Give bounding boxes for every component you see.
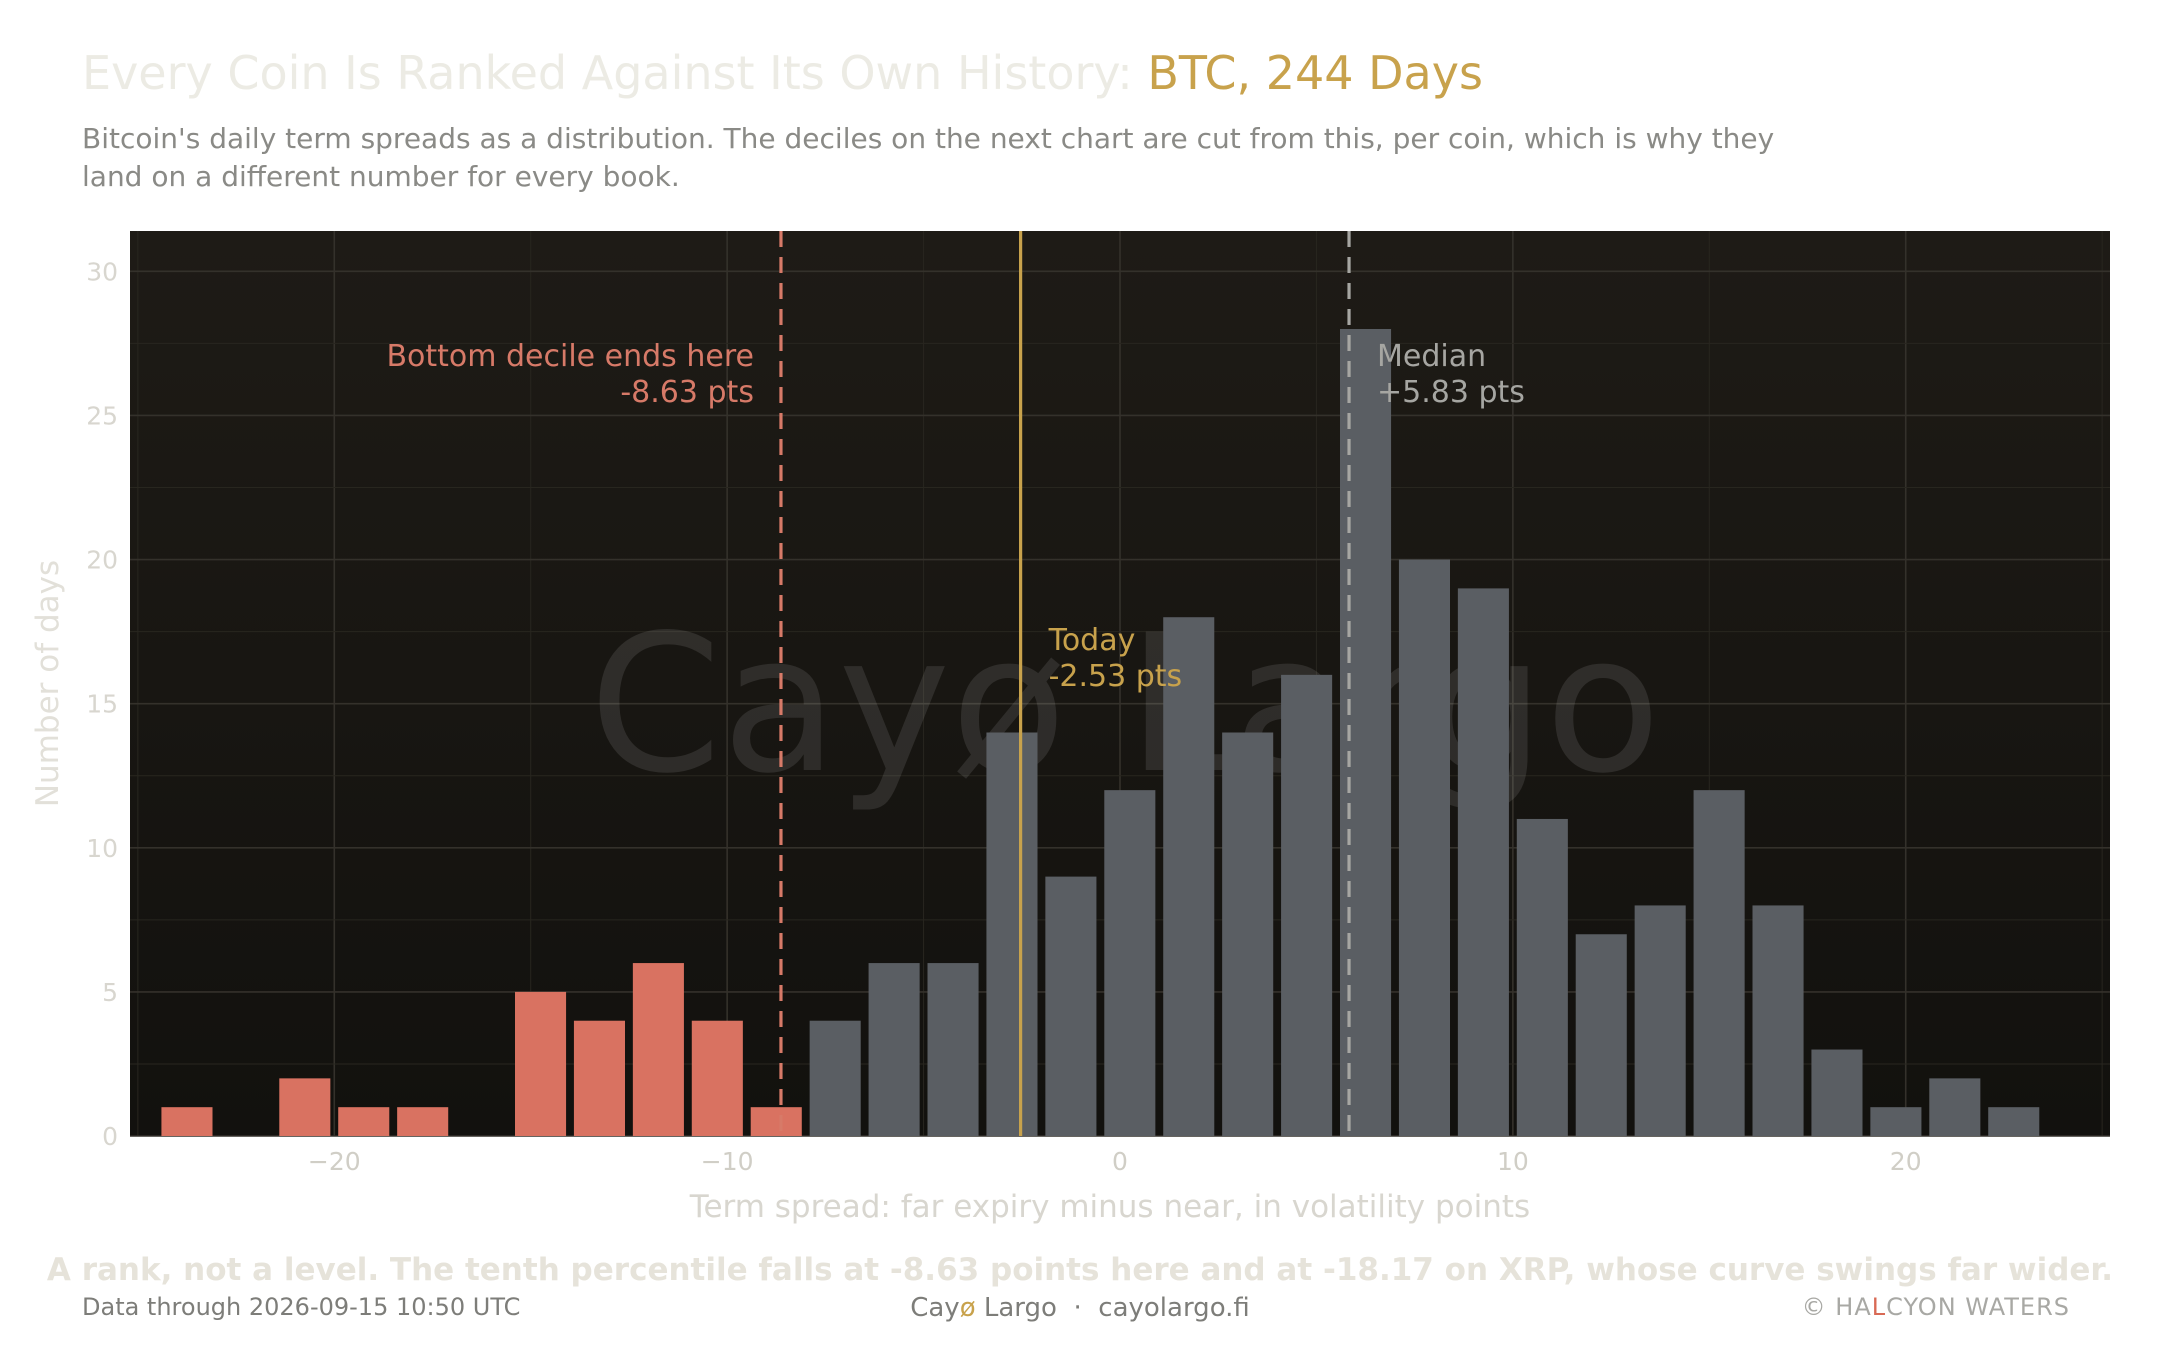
y-axis-label: Number of days [30, 560, 66, 807]
y-tick-label: 0 [102, 1122, 118, 1151]
histogram-bar [573, 1020, 625, 1136]
brand-oslash: ø [959, 1293, 976, 1323]
marker-label: Median [1377, 339, 1486, 374]
histogram-bar [691, 1020, 743, 1136]
histogram-bar [986, 732, 1038, 1136]
histogram-bar [515, 991, 567, 1136]
y-tick-label: 10 [86, 834, 118, 863]
marker-label: Bottom decile ends here [386, 339, 754, 374]
bars [161, 328, 2040, 1136]
y-tick-label: 25 [86, 401, 118, 430]
marker-value: +5.83 pts [1377, 375, 1525, 410]
histogram-bar [750, 1107, 802, 1136]
x-tick-label: 10 [1497, 1147, 1529, 1176]
y-tick-label: 5 [102, 978, 118, 1007]
data-timestamp: Data through 2026-09-15 10:50 UTC [82, 1293, 521, 1321]
histogram-bar [1281, 674, 1333, 1136]
footer-note: A rank, not a level. The tenth percentil… [46, 1252, 2114, 1288]
y-tick-label: 30 [86, 257, 118, 286]
marker-value: -2.53 pts [1049, 659, 1183, 694]
marker-value: -8.63 pts [620, 375, 754, 410]
copyright-credit: © HALCYON WATERS [1802, 1293, 2070, 1321]
credit-pre: HA [1835, 1293, 1872, 1321]
histogram-bar [1575, 934, 1627, 1136]
credit-post: CYON WATERS [1886, 1293, 2070, 1321]
histogram-bar [397, 1107, 449, 1136]
histogram-bar [1870, 1107, 1922, 1136]
x-tick-label: 0 [1112, 1147, 1128, 1176]
histogram-bar [1634, 905, 1686, 1136]
histogram-bar [279, 1078, 331, 1136]
histogram-bar [927, 963, 979, 1136]
brand-suffix: Largo · cayolargo.fi [975, 1293, 1250, 1323]
chart-subtitle: Bitcoin's daily term spreads as a distri… [82, 122, 1775, 193]
marker-label: Today [1048, 623, 1136, 658]
histogram-bar [1045, 876, 1097, 1136]
histogram-bar [868, 963, 920, 1136]
copyright-symbol: © [1801, 1293, 1827, 1321]
histogram-bar [338, 1107, 390, 1136]
chart-title: Every Coin Is Ranked Against Its Own His… [82, 46, 1483, 100]
credit-accent: L [1871, 1293, 1887, 1321]
histogram-bar [1398, 559, 1450, 1136]
histogram-bar [1988, 1107, 2040, 1136]
histogram-bar [1752, 905, 1804, 1136]
histogram-bar [1457, 588, 1509, 1136]
brand-credit: Cayø Largo · cayolargo.fi [0, 1293, 2160, 1323]
histogram-bar [1811, 1049, 1863, 1136]
brand-prefix: Cay [910, 1293, 960, 1323]
histogram-bar [632, 963, 684, 1136]
x-tick-label: 20 [1890, 1147, 1922, 1176]
histogram-bar [1516, 818, 1568, 1136]
y-tick-label: 15 [86, 690, 118, 719]
y-tick-label: 20 [86, 546, 118, 575]
histogram-bar [161, 1107, 213, 1136]
histogram-bar [1104, 790, 1156, 1136]
chart-title-accent: BTC, 244 Days [1147, 46, 1483, 100]
x-tick-label: −10 [701, 1147, 754, 1176]
x-tick-label: −20 [308, 1147, 361, 1176]
histogram-bar [1163, 617, 1215, 1136]
chart-title-main: Every Coin Is Ranked Against Its Own His… [82, 46, 1148, 100]
histogram-bar [1693, 790, 1745, 1136]
histogram-bar [809, 1020, 861, 1136]
histogram-bar [1929, 1078, 1981, 1136]
markers: Bottom decile ends here-8.63 pts Today-2.… [386, 231, 1525, 1136]
ticks: −20 −10 0 10 20 0 5 10 15 20 25 30 [86, 257, 1921, 1176]
x-axis-label: Term spread: far expiry minus near, in v… [689, 1189, 1530, 1225]
histogram-bar [1222, 732, 1274, 1136]
